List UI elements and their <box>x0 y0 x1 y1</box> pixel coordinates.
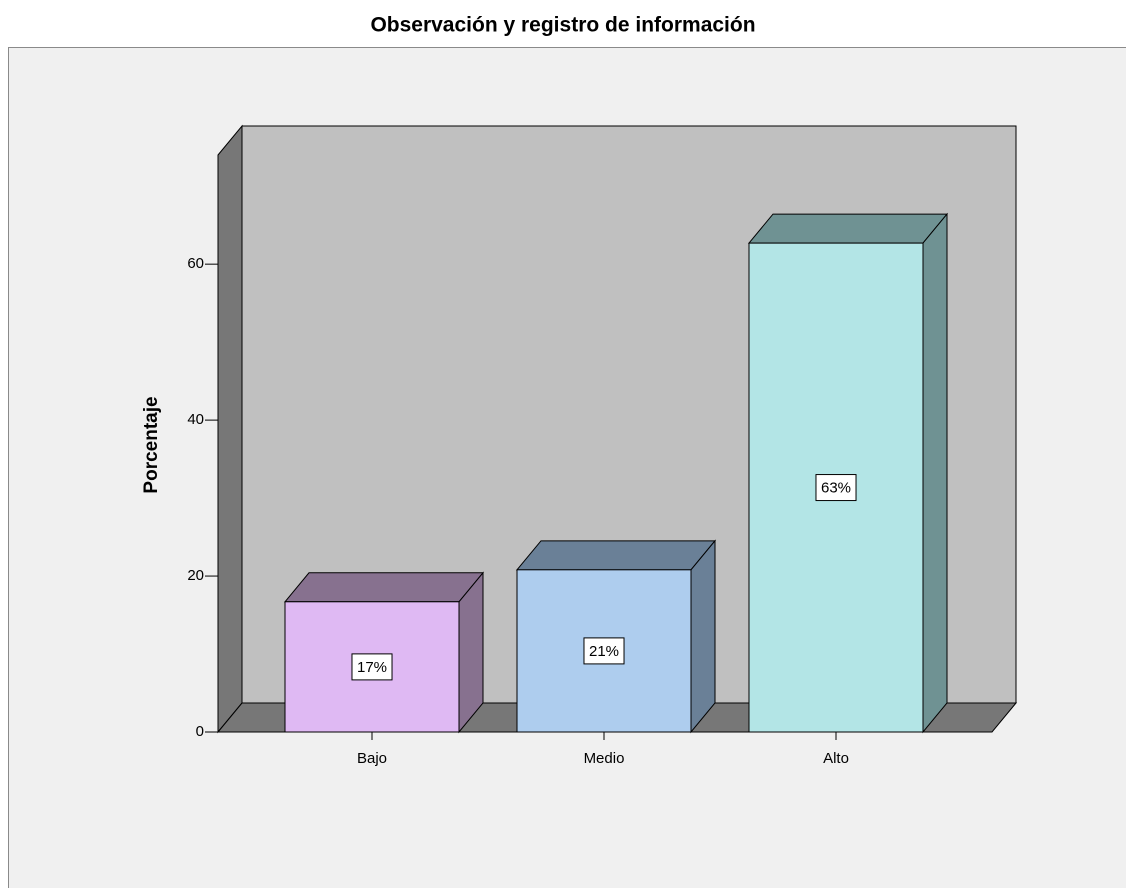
y-tick-label: 40 <box>187 411 204 428</box>
x-tick-label: Bajo <box>357 750 387 767</box>
left-wall <box>217 124 243 734</box>
y-tick-label: 0 <box>196 723 204 740</box>
value-label-box <box>583 637 625 665</box>
value-label: 21% <box>589 643 619 660</box>
y-tick-label: 60 <box>187 255 204 272</box>
value-label: 63% <box>821 480 851 497</box>
value-label: 17% <box>357 659 387 676</box>
bar-top <box>747 213 949 244</box>
y-tick-label: 20 <box>187 567 204 584</box>
bar-side <box>690 539 716 734</box>
y-axis-label: Porcentaje <box>141 396 162 493</box>
bar-side <box>458 571 484 734</box>
value-label-box <box>351 653 393 681</box>
value-label-box <box>815 474 857 502</box>
x-tick-label: Medio <box>584 750 625 767</box>
bar-top <box>515 540 717 571</box>
bar-top <box>283 572 485 603</box>
bar-side <box>922 212 948 734</box>
chart-title: Observación y registro de información <box>370 14 755 37</box>
x-tick-label: Alto <box>823 750 849 767</box>
